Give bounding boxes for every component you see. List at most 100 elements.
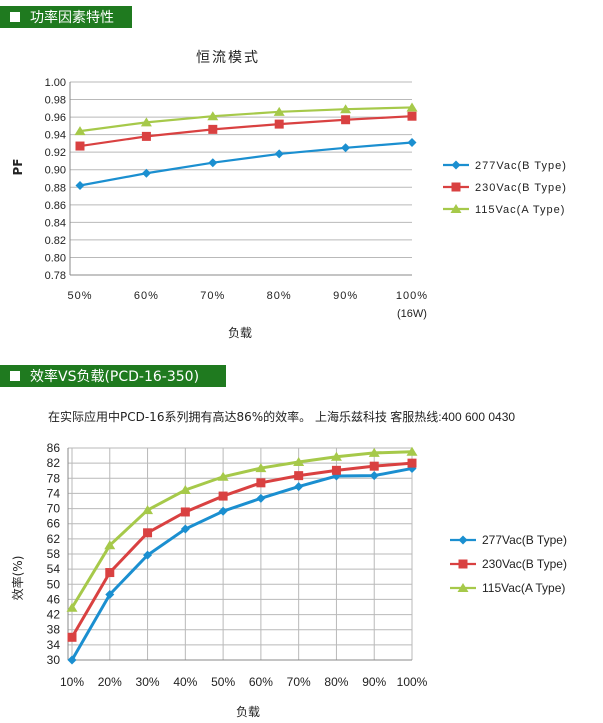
data-point — [274, 149, 284, 159]
y-tick-label: 0.94 — [45, 130, 66, 142]
data-point — [406, 102, 418, 112]
data-point — [369, 471, 379, 481]
x-tick-label: 20% — [98, 675, 122, 689]
y-tick-label: 0.98 — [45, 95, 66, 107]
y-tick-label: 0.86 — [45, 200, 66, 212]
data-point — [407, 138, 417, 148]
section-header-power-factor: 功率因素特性 — [0, 6, 132, 28]
y-tick-label: 46 — [47, 592, 61, 606]
data-point — [341, 143, 351, 153]
data-point — [218, 491, 228, 501]
data-point — [75, 181, 85, 191]
data-point — [406, 446, 418, 456]
section-header-label: 功率因素特性 — [30, 10, 114, 26]
y-tick-label: 58 — [47, 547, 61, 561]
x-tick-label: 60% — [249, 675, 273, 689]
series-line — [70, 461, 413, 639]
square-bullet-icon — [10, 371, 20, 381]
y-tick-label: 82 — [47, 456, 61, 470]
x-tick-label: 80% — [267, 290, 292, 302]
series-triangle — [74, 102, 418, 136]
data-point — [341, 115, 351, 125]
data-point — [142, 505, 154, 515]
data-point — [143, 528, 153, 538]
square-bullet-icon — [10, 12, 20, 22]
legend-label: 277Vac(B Type) — [475, 160, 567, 172]
legend-marker — [450, 204, 462, 213]
series-line — [70, 450, 413, 609]
x-tick-label: 70% — [287, 675, 311, 689]
series-line — [79, 106, 413, 133]
data-point — [217, 471, 229, 481]
data-point — [140, 117, 152, 127]
data-point — [273, 106, 285, 116]
y-tick-label: 0.78 — [45, 270, 66, 282]
x-tick-label: 70% — [200, 290, 225, 302]
section-header-efficiency: 效率VS负载(PCD-16-350) — [0, 365, 226, 387]
legend-marker — [457, 583, 469, 592]
data-point — [141, 168, 151, 178]
legend-marker — [451, 182, 461, 192]
data-point — [141, 131, 151, 141]
y-axis-label: PF — [11, 159, 25, 176]
series-line — [79, 141, 413, 187]
data-point — [407, 458, 417, 468]
y-tick-label: 0.96 — [45, 112, 66, 124]
data-point — [104, 540, 116, 550]
data-point — [207, 111, 219, 121]
data-point — [294, 482, 304, 492]
data-point — [256, 493, 266, 503]
series-square — [67, 458, 417, 642]
legend-label: 230Vac(B Type) — [475, 182, 567, 194]
series-line — [79, 115, 413, 148]
series-diamond — [67, 463, 417, 665]
y-tick-label: 54 — [47, 562, 61, 576]
x-tick-label: 10% — [60, 675, 84, 689]
legend-label: 115Vac(A Type) — [475, 204, 565, 216]
data-point — [180, 507, 190, 517]
y-tick-label: 66 — [47, 517, 61, 531]
data-point — [256, 478, 266, 488]
series-square — [75, 111, 417, 151]
x-axis-note: (16W) — [397, 308, 427, 320]
hotline-text: 上海乐兹科技 客服热线:400 600 0430 — [314, 410, 516, 424]
y-tick-label: 42 — [47, 608, 61, 622]
efficiency-note: 在实际应用中PCD-16系列拥有高达86%的效率。 上海乐兹科技 客服热线:40… — [48, 408, 515, 425]
data-point — [208, 158, 218, 168]
y-tick-label: 0.90 — [45, 165, 66, 177]
y-tick-label: 0.88 — [45, 182, 66, 194]
data-point — [66, 602, 78, 612]
legend-label: 115Vac(A Type) — [482, 581, 565, 595]
x-axis-label: 负载 — [228, 326, 252, 340]
x-tick-label: 90% — [333, 290, 358, 302]
data-point — [407, 111, 417, 121]
data-point — [180, 524, 190, 534]
x-tick-label: 60% — [134, 290, 159, 302]
efficiency-note-text: 在实际应用中PCD-16系列拥有高达86%的效率。 — [48, 410, 312, 424]
x-tick-label: 50% — [211, 675, 235, 689]
y-tick-label: 38 — [47, 623, 61, 637]
legend-marker — [458, 535, 468, 545]
data-point — [75, 141, 85, 151]
data-point — [330, 451, 342, 461]
x-tick-label: 80% — [324, 675, 348, 689]
data-point — [179, 485, 191, 495]
legend-marker — [451, 160, 461, 170]
x-tick-label: 90% — [362, 675, 386, 689]
y-tick-label: 50 — [47, 577, 61, 591]
chart-title: 恒流模式 — [196, 50, 260, 66]
data-point — [67, 632, 77, 642]
y-axis-label: 效率(%) — [10, 556, 25, 601]
x-tick-label: 100% — [397, 675, 428, 689]
legend-label: 230Vac(B Type) — [482, 557, 567, 571]
x-tick-label: 30% — [136, 675, 160, 689]
data-point — [274, 119, 284, 129]
y-tick-label: 74 — [47, 486, 61, 500]
data-point — [368, 447, 380, 457]
data-point — [218, 506, 228, 516]
data-point — [294, 471, 304, 481]
x-tick-label: 100% — [396, 290, 428, 302]
x-axis-label: 负载 — [236, 705, 260, 719]
y-tick-label: 30 — [47, 653, 61, 667]
